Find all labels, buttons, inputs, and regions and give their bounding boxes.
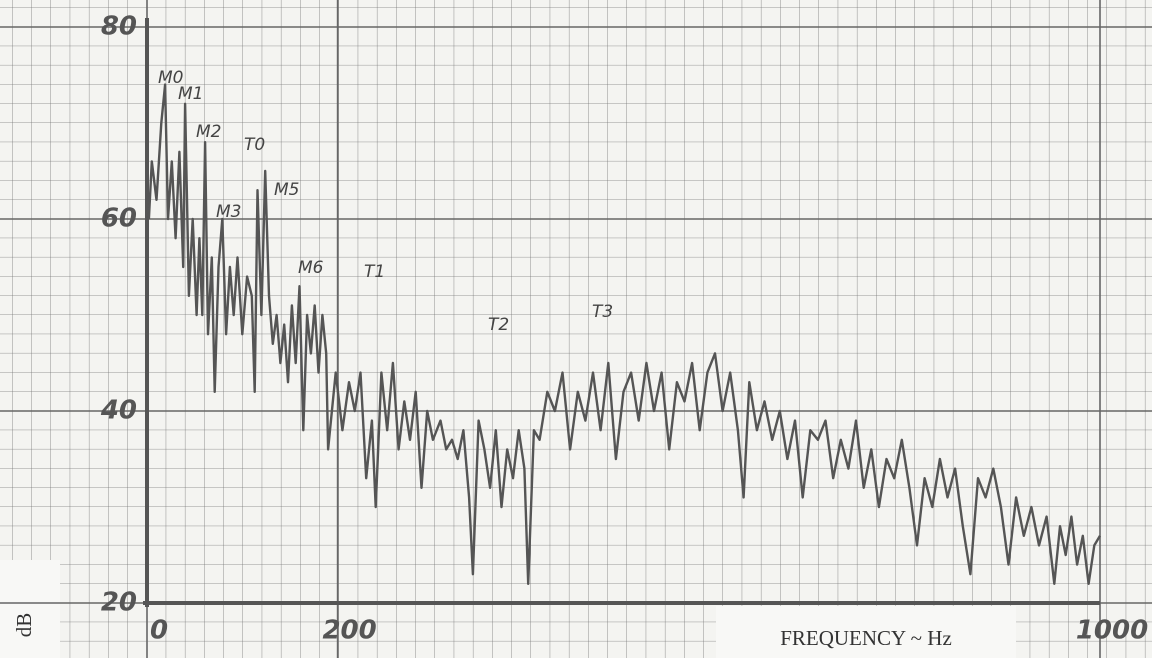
peak-annotation: M2 [196,122,221,142]
x-tick-label: 0 [150,616,168,646]
peak-annotation: T2 [488,315,509,335]
spectrum-line [147,83,1102,585]
peak-annotation: M1 [178,84,203,104]
label-box [0,560,60,658]
peak-annotation: M0 [158,68,183,88]
peak-annotation: T0 [244,135,265,155]
y-tick-label: 40 [100,396,137,426]
y-tick-label: 80 [101,12,137,42]
peak-annotation: M5 [274,180,299,200]
peak-annotation: M3 [216,202,241,222]
y-axis-label: dB [12,613,36,638]
peak-annotation: T3 [592,302,613,322]
x-tick-label: 1000 [1076,616,1148,646]
y-tick-label: 60 [101,204,137,234]
label-box [716,606,1016,658]
y-tick-label: 20 [101,588,137,618]
x-tick-label: 200 [322,616,376,646]
peak-annotation: T1 [364,262,385,282]
x-axis-label: FREQUENCY ~ Hz [780,626,952,650]
peak-annotation: M6 [298,258,324,278]
